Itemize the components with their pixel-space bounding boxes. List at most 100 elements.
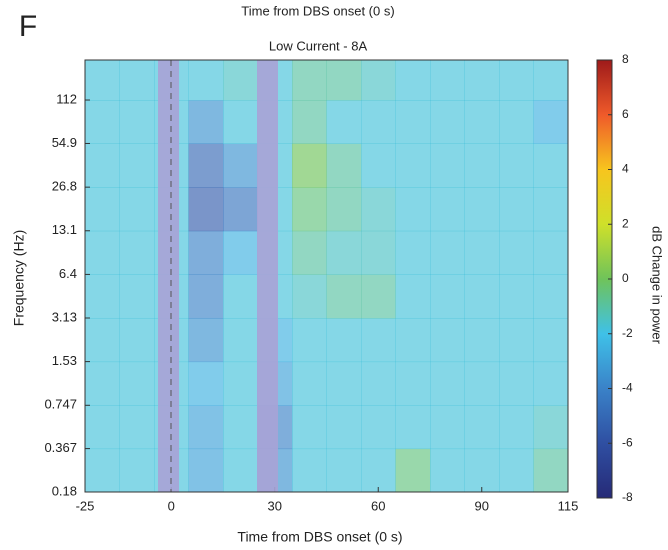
heat-cell bbox=[430, 448, 465, 493]
heat-cell bbox=[292, 187, 327, 232]
heat-cell bbox=[499, 405, 534, 450]
heat-cell bbox=[395, 317, 431, 363]
heat-cell bbox=[499, 230, 534, 275]
y-tick-label: 6.4 bbox=[59, 266, 77, 281]
heat-cell bbox=[326, 405, 362, 450]
colorbar-tick-label: 0 bbox=[622, 271, 629, 285]
heat-cell bbox=[430, 187, 465, 232]
colorbar-tick-label: 8 bbox=[622, 52, 629, 66]
heat-cell bbox=[326, 274, 362, 319]
heat-cell bbox=[430, 100, 465, 144]
x-tick-label: 60 bbox=[371, 498, 385, 513]
y-tick-label: 1.53 bbox=[52, 353, 77, 368]
heat-cell bbox=[292, 274, 327, 319]
x-tick-label: -25 bbox=[76, 498, 95, 513]
heat-cell bbox=[464, 100, 500, 144]
heat-cell bbox=[292, 405, 327, 450]
y-tick-label: 13.1 bbox=[52, 222, 77, 237]
heat-cell bbox=[188, 317, 224, 363]
heat-cell bbox=[361, 187, 396, 232]
heat-cell bbox=[188, 405, 224, 450]
heat-cell bbox=[326, 317, 362, 363]
heat-cell bbox=[395, 448, 431, 493]
heat-cell bbox=[292, 143, 327, 188]
y-tick-label: 0.367 bbox=[44, 440, 77, 455]
heat-cell bbox=[395, 274, 431, 319]
heat-cell bbox=[464, 405, 500, 450]
heat-cell bbox=[326, 448, 362, 493]
heat-cell bbox=[119, 361, 155, 406]
heat-cell bbox=[119, 230, 155, 275]
heat-cell bbox=[119, 187, 155, 232]
heat-cell bbox=[223, 100, 258, 144]
heat-cell bbox=[85, 317, 120, 363]
heat-cell bbox=[464, 317, 500, 363]
y-tick-label: 0.747 bbox=[44, 397, 77, 412]
y-tick-label: 0.18 bbox=[52, 483, 77, 498]
heat-cell bbox=[464, 361, 500, 406]
heat-cell bbox=[533, 143, 569, 188]
heat-cell bbox=[464, 230, 500, 275]
heat-cell bbox=[533, 274, 569, 319]
heat-cell bbox=[395, 230, 431, 275]
heat-cell bbox=[430, 405, 465, 450]
heat-cell bbox=[395, 187, 431, 232]
heat-cell bbox=[223, 274, 258, 319]
heat-cell bbox=[464, 274, 500, 319]
heat-cell bbox=[292, 230, 327, 275]
heat-cell bbox=[119, 143, 155, 188]
heat-cell bbox=[85, 405, 120, 450]
heat-cell bbox=[326, 187, 362, 232]
heat-cell bbox=[395, 405, 431, 450]
heat-cell bbox=[395, 143, 431, 188]
heat-cell bbox=[533, 448, 569, 493]
heat-cell bbox=[430, 60, 465, 101]
colorbar-label: dB Change in power bbox=[650, 226, 665, 344]
heat-cell bbox=[85, 143, 120, 188]
heat-cell bbox=[361, 274, 396, 319]
heat-cell bbox=[464, 60, 500, 101]
heat-cell bbox=[223, 230, 258, 275]
y-axis-label: Frequency (Hz) bbox=[11, 230, 27, 326]
heat-cell bbox=[361, 448, 396, 493]
colorbar-tick-label: -4 bbox=[622, 381, 633, 395]
heat-cell bbox=[533, 405, 569, 450]
heat-cell bbox=[395, 60, 431, 101]
plot-frame bbox=[84, 59, 569, 493]
heat-cell bbox=[119, 60, 155, 101]
heat-cell bbox=[223, 317, 258, 363]
heat-cell bbox=[119, 274, 155, 319]
heat-cell bbox=[499, 274, 534, 319]
y-tick-label: 3.13 bbox=[52, 309, 77, 324]
heat-cell bbox=[85, 361, 120, 406]
heat-cell bbox=[361, 230, 396, 275]
heat-cell bbox=[85, 60, 120, 101]
heat-cell bbox=[326, 100, 362, 144]
heat-cell bbox=[85, 100, 120, 144]
heat-cell bbox=[292, 448, 327, 493]
chart-title: Time from DBS onset (0 s) bbox=[241, 3, 394, 18]
heat-cell bbox=[292, 317, 327, 363]
colorbar-tick-label: -2 bbox=[622, 326, 633, 340]
heat-cell bbox=[533, 100, 569, 144]
heat-cell bbox=[395, 100, 431, 144]
heat-cell bbox=[499, 143, 534, 188]
heat-cell bbox=[430, 143, 465, 188]
heat-cell bbox=[188, 448, 224, 493]
heat-cell bbox=[188, 361, 224, 406]
colorbar-tick-label: 4 bbox=[622, 162, 629, 176]
heat-cell bbox=[464, 187, 500, 232]
colorbar-tick-label: 2 bbox=[622, 216, 629, 230]
heat-cell bbox=[85, 274, 120, 319]
heat-cell bbox=[85, 230, 120, 275]
x-tick-label: 30 bbox=[268, 498, 282, 513]
stim-overlay bbox=[84, 59, 569, 493]
heat-cell bbox=[361, 60, 396, 101]
heat-cell bbox=[533, 317, 569, 363]
heat-cell bbox=[119, 317, 155, 363]
heat-cell bbox=[464, 448, 500, 493]
heat-cell bbox=[223, 143, 258, 188]
heat-cell bbox=[85, 448, 120, 493]
heat-cell bbox=[361, 361, 396, 406]
chart-subtitle: Low Current - 8A bbox=[269, 38, 368, 53]
